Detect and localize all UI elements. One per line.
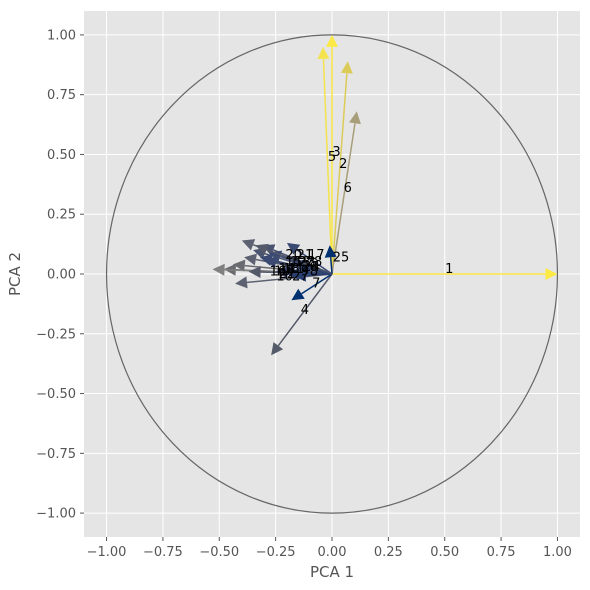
- x-axis-ticks: −1.00 −0.75 −0.50 −0.25 0.00 0.25 0.50 0.75 1.00: [87, 537, 572, 560]
- y-tick-label: 1.00: [47, 28, 76, 43]
- x-axis-label: PCA 1: [310, 563, 354, 581]
- vector-label: 26: [301, 260, 318, 275]
- vector-arrowhead: [349, 111, 361, 125]
- vector-label: 16: [270, 265, 287, 280]
- vector-6: [331, 111, 361, 275]
- y-tick-label: −0.25: [36, 327, 76, 342]
- vector-20: [286, 242, 333, 275]
- vector-label: 6: [344, 181, 352, 196]
- vector-shaft: [302, 264, 333, 275]
- vector-arrowhead: [244, 253, 257, 266]
- vector-label: 24: [303, 260, 320, 275]
- vector-label: 10: [276, 269, 293, 284]
- vector-label: 17: [308, 248, 325, 263]
- vector-arrowhead: [248, 265, 261, 278]
- vector-shaft: [322, 58, 333, 275]
- vector-4: [271, 273, 333, 356]
- vector-label: 13: [294, 255, 311, 270]
- vector-shaft: [305, 273, 333, 277]
- vector-shaft: [296, 249, 333, 275]
- vector-arrowhead: [324, 245, 337, 258]
- vector-label: 11: [288, 262, 305, 277]
- x-tick-label: −0.75: [143, 545, 183, 560]
- vector-5: [317, 46, 333, 275]
- vector-label: 20: [285, 248, 302, 263]
- vector-label: 18: [283, 262, 300, 277]
- y-tick-label: 0.75: [47, 88, 76, 103]
- vector-arrowhead: [293, 269, 307, 282]
- vector-arrowhead: [241, 239, 256, 251]
- vector-arrowhead: [326, 34, 338, 47]
- vector-label: 22: [279, 267, 296, 282]
- vector-label: 27: [292, 269, 309, 284]
- vector-shaft: [331, 73, 348, 275]
- vector-label: 12: [290, 255, 307, 270]
- vector-shaft: [301, 273, 333, 295]
- y-tick-label: −0.50: [36, 387, 76, 402]
- vector-label: 14: [279, 262, 296, 277]
- vector-arrowhead: [340, 61, 353, 74]
- y-tick-label: −0.75: [36, 447, 76, 462]
- x-tick-label: 0.25: [374, 545, 403, 560]
- vector-label: 2: [339, 157, 347, 172]
- vector-label: 21: [297, 248, 314, 263]
- vector-arrowhead: [317, 46, 330, 60]
- y-tick-label: 0.25: [47, 208, 76, 223]
- vector-arrowhead: [291, 259, 305, 272]
- vector-arrowhead: [232, 259, 246, 272]
- x-tick-label: 0.75: [487, 545, 516, 560]
- vector-arrowhead: [286, 242, 301, 255]
- x-tick-label: −0.25: [256, 545, 296, 560]
- vector-label: 23: [299, 255, 316, 270]
- x-tick-label: 1.00: [543, 545, 572, 560]
- vector-arrowhead: [255, 243, 269, 256]
- y-tick-label: 0.00: [47, 268, 76, 283]
- vector-label: 5: [328, 150, 336, 165]
- vector-label: 1: [445, 262, 453, 277]
- vector-label: 3: [332, 145, 340, 160]
- vector-arrowhead: [235, 276, 248, 289]
- vector-25: [324, 245, 337, 275]
- vectors: [212, 34, 558, 356]
- vector-1: [332, 268, 558, 280]
- vector-label: 19: [274, 265, 291, 280]
- vector-label: 8: [310, 265, 318, 280]
- vector-2: [331, 61, 353, 275]
- vector-label: 25: [333, 250, 350, 265]
- vector-3: [326, 34, 338, 274]
- vector-label: 7: [312, 277, 320, 292]
- y-axis-label: PCA 2: [6, 252, 24, 296]
- vector-label: 4: [301, 303, 309, 318]
- vector-arrowhead: [259, 254, 273, 266]
- vector-7: [291, 273, 333, 301]
- x-tick-label: −1.00: [87, 545, 127, 560]
- y-tick-label: −1.00: [36, 507, 76, 522]
- vector-27: [293, 269, 333, 282]
- vector-arrowhead: [212, 263, 225, 276]
- y-tick-label: 0.50: [47, 148, 76, 163]
- vector-label: 15: [285, 255, 302, 270]
- vector-shaft: [331, 123, 356, 275]
- vector-arrowhead: [291, 288, 305, 301]
- vector-shaft: [277, 273, 333, 347]
- vector-arrowhead: [545, 268, 558, 280]
- x-tick-label: 0.00: [318, 545, 347, 560]
- vector-arrowhead: [271, 342, 284, 356]
- vector-shaft: [329, 257, 333, 275]
- x-tick-label: 0.50: [430, 545, 459, 560]
- y-axis-ticks: −1.00 −0.75 −0.50 −0.25 0.00 0.25 0.50 0.75 1.00: [36, 28, 84, 522]
- x-tick-label: −0.50: [199, 545, 239, 560]
- vector-label: 9: [301, 265, 309, 280]
- vector-label: 28: [306, 255, 323, 270]
- vector-28: [291, 259, 333, 275]
